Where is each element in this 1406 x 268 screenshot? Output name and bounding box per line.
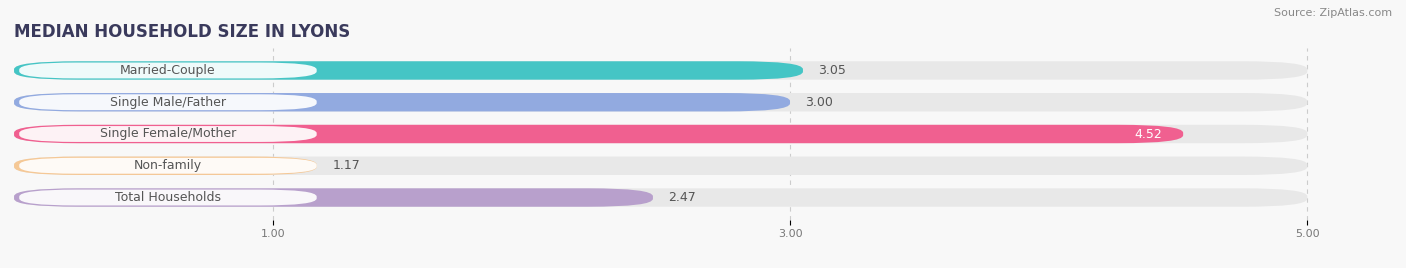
- FancyBboxPatch shape: [14, 93, 1308, 111]
- FancyBboxPatch shape: [20, 126, 316, 142]
- FancyBboxPatch shape: [20, 62, 316, 79]
- FancyBboxPatch shape: [14, 61, 1308, 80]
- Text: 3.05: 3.05: [818, 64, 846, 77]
- Text: Source: ZipAtlas.com: Source: ZipAtlas.com: [1274, 8, 1392, 18]
- FancyBboxPatch shape: [14, 157, 316, 175]
- Text: Single Male/Father: Single Male/Father: [110, 96, 226, 109]
- Text: Non-family: Non-family: [134, 159, 202, 172]
- Text: MEDIAN HOUSEHOLD SIZE IN LYONS: MEDIAN HOUSEHOLD SIZE IN LYONS: [14, 23, 350, 41]
- FancyBboxPatch shape: [14, 157, 1308, 175]
- Text: 1.17: 1.17: [332, 159, 360, 172]
- FancyBboxPatch shape: [14, 188, 652, 207]
- FancyBboxPatch shape: [14, 125, 1308, 143]
- FancyBboxPatch shape: [20, 189, 316, 206]
- Text: 4.52: 4.52: [1135, 128, 1163, 140]
- FancyBboxPatch shape: [14, 61, 803, 80]
- Text: 3.00: 3.00: [806, 96, 834, 109]
- Text: 2.47: 2.47: [668, 191, 696, 204]
- Text: Married-Couple: Married-Couple: [120, 64, 215, 77]
- Text: Single Female/Mother: Single Female/Mother: [100, 128, 236, 140]
- FancyBboxPatch shape: [20, 158, 316, 174]
- Text: Total Households: Total Households: [115, 191, 221, 204]
- FancyBboxPatch shape: [14, 188, 1308, 207]
- FancyBboxPatch shape: [14, 125, 1184, 143]
- FancyBboxPatch shape: [14, 93, 790, 111]
- FancyBboxPatch shape: [20, 94, 316, 110]
